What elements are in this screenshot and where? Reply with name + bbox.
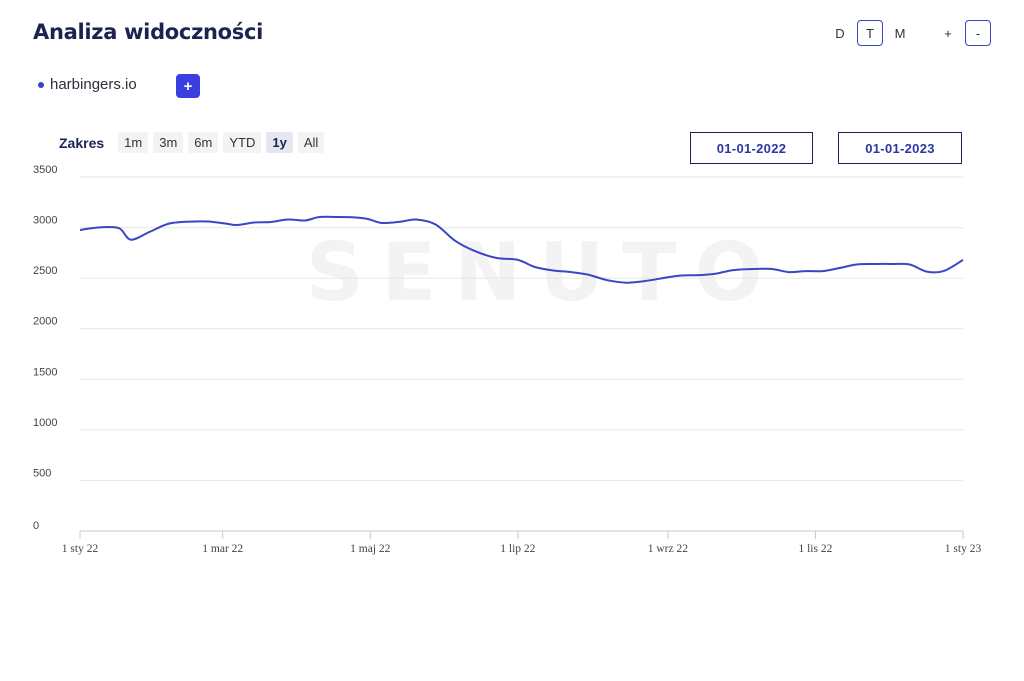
page-title: Analiza widoczności <box>33 20 264 44</box>
y-tick-label: 0 <box>33 520 39 532</box>
legend-domain-label[interactable]: harbingers.io <box>50 76 137 93</box>
x-tick-label: 1 sty 23 <box>945 543 982 555</box>
range-ytd-button[interactable]: YTD <box>223 132 262 153</box>
series-line <box>79 215 964 284</box>
y-tick-label: 500 <box>33 467 51 479</box>
granularity-monthly-button[interactable]: M <box>894 25 906 41</box>
x-tick-label: 1 lis 22 <box>798 543 832 555</box>
y-tick-label: 2500 <box>33 265 57 277</box>
range-label: Zakres <box>59 134 105 151</box>
y-tick-label: 1500 <box>33 366 57 378</box>
date-to-input[interactable]: 01-01-2023 <box>838 132 962 164</box>
x-tick-label: 1 lip 22 <box>500 543 535 555</box>
y-tick-label: 2000 <box>33 316 57 328</box>
y-tick-label: 3000 <box>33 215 57 227</box>
zoom-in-button[interactable]: + <box>944 25 952 41</box>
range-6m-button[interactable]: 6m <box>188 132 219 153</box>
zoom-out-button[interactable]: - <box>965 20 991 46</box>
range-3m-button[interactable]: 3m <box>153 132 184 153</box>
date-from-input[interactable]: 01-01-2022 <box>690 132 813 164</box>
range-1m-button[interactable]: 1m <box>118 132 149 153</box>
y-tick-label: 1000 <box>33 417 57 429</box>
legend: harbingers.io <box>38 76 137 93</box>
granularity-daily-button[interactable]: D <box>835 25 845 41</box>
add-domain-button[interactable]: + <box>176 74 200 98</box>
x-tick-label: 1 wrz 22 <box>648 543 688 555</box>
x-tick-label: 1 mar 22 <box>202 543 243 555</box>
range-all-button[interactable]: All <box>297 132 325 153</box>
granularity-switch: D T M + - <box>823 20 991 46</box>
range-1y-button[interactable]: 1y <box>266 132 293 153</box>
range-selector: Zakres 1m 3m 6m YTD 1y All <box>59 132 329 153</box>
y-tick-label: 3500 <box>33 164 57 176</box>
x-tick-label: 1 maj 22 <box>350 543 390 555</box>
watermark-logo: SENUTO <box>306 226 781 319</box>
granularity-weekly-button[interactable]: T <box>857 20 883 46</box>
x-tick-label: 1 sty 22 <box>62 543 99 555</box>
legend-dot-icon <box>38 81 44 88</box>
